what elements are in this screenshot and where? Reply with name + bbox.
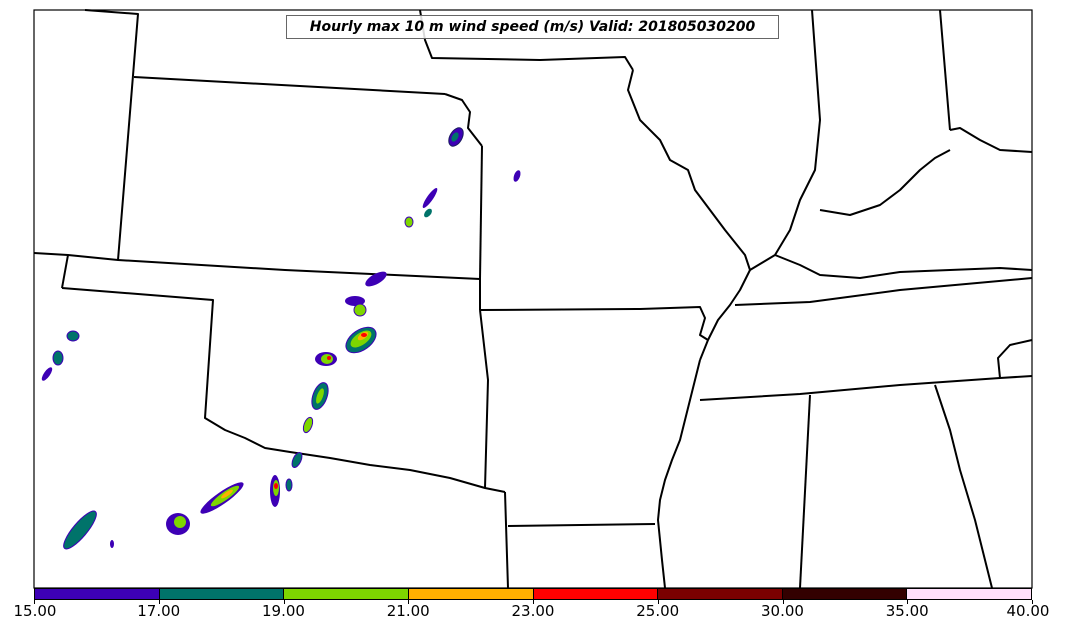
colorbar-segment (284, 589, 409, 599)
wind-cell (63, 510, 97, 550)
colorbar-segment (658, 589, 783, 599)
colorbar-segment (35, 589, 160, 599)
wind-cell (424, 208, 432, 218)
wind-cell (110, 540, 114, 548)
colorbar-segment (408, 589, 534, 599)
colorbar-tick (907, 600, 909, 604)
wind-speed-contours (41, 127, 521, 550)
colorbar-tick-label: 30.00 (761, 602, 804, 620)
colorbar-tick-label: 23.00 (511, 602, 555, 620)
wind-cell (404, 216, 414, 228)
colorbar-tick (533, 600, 534, 604)
wind-cell (327, 356, 331, 360)
colorbar-tick-label: 40.00 (1006, 602, 1050, 620)
colorbar-tick (34, 600, 35, 604)
colorbar-tick (158, 600, 160, 604)
map-title: Hourly max 10 m wind speed (m/s) Valid: … (286, 15, 779, 39)
wind-cell (291, 452, 303, 468)
wind-cell (361, 333, 367, 337)
colorbar-tick-label: 35.00 (885, 602, 929, 620)
wind-cell (41, 367, 53, 381)
colorbar-tick-label: 19.00 (262, 602, 305, 620)
wind-cell (422, 188, 438, 208)
colorbar-tick (283, 600, 285, 604)
wind-cell (302, 416, 314, 434)
colorbar-tick (782, 600, 784, 604)
wind-cell (52, 350, 64, 366)
wind-cell (321, 354, 333, 364)
wind-cell (174, 516, 186, 528)
wind-cell (365, 271, 387, 287)
colorbar-tick-label: 25.00 (636, 602, 680, 620)
colorbar-tick (1032, 600, 1033, 604)
wind-cell (66, 330, 80, 342)
wind-cell (221, 489, 233, 499)
colorbar-segment (533, 589, 659, 599)
colorbar-segment (159, 589, 285, 599)
colorbar-tick (657, 600, 659, 604)
wind-cell (274, 483, 278, 489)
wind-cell (316, 388, 324, 404)
wind-cell (451, 132, 459, 142)
colorbar-segment (782, 589, 908, 599)
state-boundaries (33, 9, 1033, 589)
map-frame (33, 9, 1033, 589)
wind-cell (513, 170, 521, 182)
colorbar-tick-label: 21.00 (386, 602, 430, 620)
colorbar-tick (408, 600, 410, 604)
wind-cell (353, 303, 367, 317)
colorbar (34, 588, 1032, 600)
colorbar-tick-label: 17.00 (137, 602, 181, 620)
colorbar-tick-label: 15.00 (13, 602, 57, 620)
wind-cell (285, 478, 293, 492)
colorbar-segment (907, 589, 1031, 599)
